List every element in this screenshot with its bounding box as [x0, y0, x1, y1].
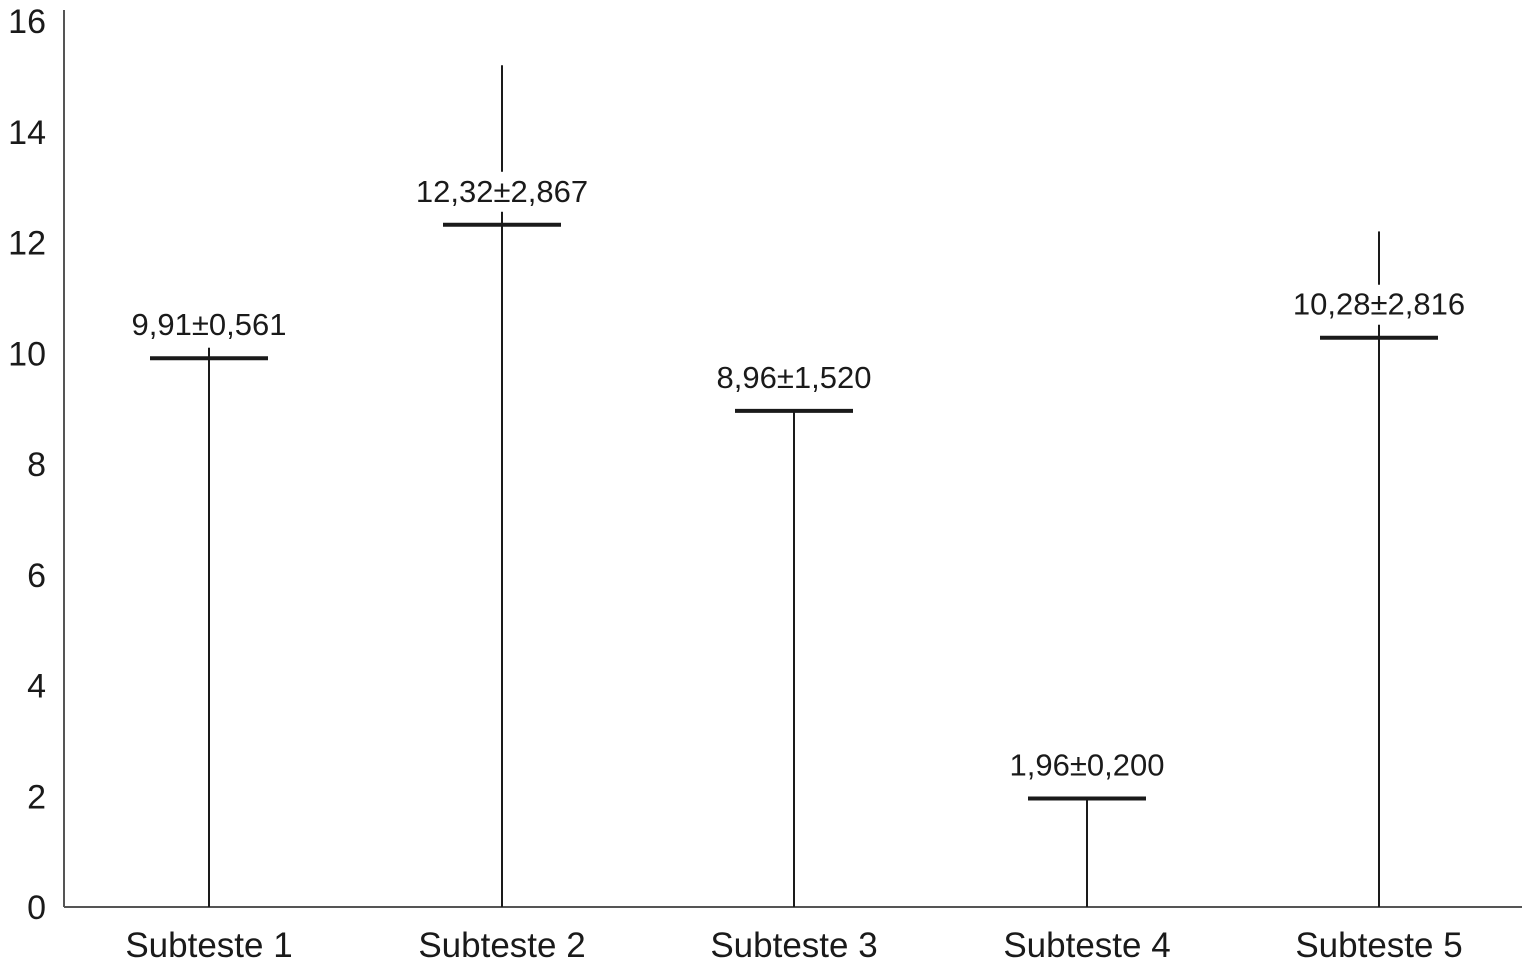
y-tick-label: 10: [8, 335, 46, 373]
label-background: [1279, 284, 1479, 325]
y-tick-label: 0: [27, 889, 46, 927]
data-label: 10,28±2,816: [1293, 287, 1465, 322]
label-background: [694, 357, 894, 398]
y-tick-label: 6: [27, 557, 46, 595]
y-tick-label: 16: [8, 3, 46, 41]
y-tick-label: 4: [27, 668, 46, 706]
x-tick-label: Subteste 5: [1295, 926, 1462, 965]
label-background: [109, 305, 309, 346]
y-tick-label: 2: [27, 778, 46, 816]
data-label: 9,91±0,561: [132, 307, 287, 342]
label-background: [987, 745, 1187, 786]
data-label: 8,96±1,520: [717, 360, 872, 395]
data-label: 1,96±0,200: [1010, 747, 1165, 782]
x-tick-label: Subteste 1: [125, 926, 292, 965]
category-group: 9,91±0,561 Subteste 1: [109, 305, 309, 965]
category-group: 12,32±2,867 Subteste 2: [402, 65, 602, 965]
x-tick-label: Subteste 2: [418, 926, 585, 965]
x-tick-label: Subteste 3: [710, 926, 877, 965]
x-tick-label: Subteste 4: [1003, 926, 1170, 965]
category-group: 10,28±2,816 Subteste 5: [1279, 231, 1479, 965]
y-tick-label: 12: [8, 225, 46, 263]
category-group: 8,96±1,520 Subteste 3: [694, 357, 894, 965]
data-label: 12,32±2,867: [416, 174, 588, 209]
y-tick-label: 8: [27, 446, 46, 484]
category-group: 1,96±0,200 Subteste 4: [987, 745, 1187, 965]
label-background: [402, 171, 602, 212]
y-tick-label: 14: [8, 114, 46, 152]
